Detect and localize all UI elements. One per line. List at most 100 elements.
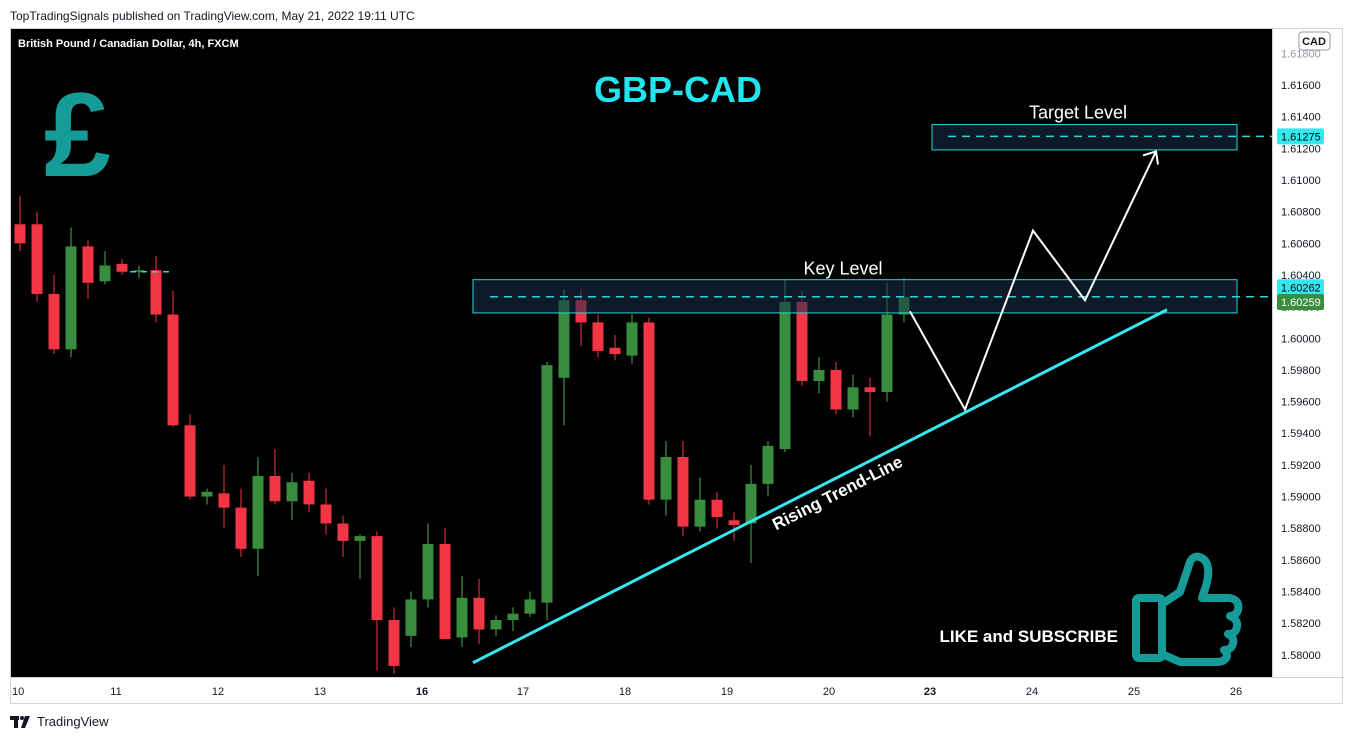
price-tick-label: 1.59200 — [1281, 460, 1321, 472]
candle[interactable] — [303, 472, 315, 513]
candle[interactable] — [82, 240, 94, 299]
price-tick-label: 1.59400 — [1281, 428, 1321, 440]
candle[interactable] — [65, 227, 77, 358]
candle-body — [524, 599, 536, 614]
candle[interactable] — [235, 488, 247, 557]
price-tick-label: 1.59800 — [1281, 365, 1321, 377]
candle[interactable] — [592, 314, 604, 358]
candle-body — [371, 536, 383, 621]
symbol-title: British Pound / Canadian Dollar, 4h, FXC… — [18, 38, 239, 50]
candle[interactable] — [320, 488, 332, 535]
candle[interactable] — [48, 274, 60, 355]
cta-text: LIKE and SUBSCRIBE — [939, 627, 1118, 646]
candle-body — [439, 544, 451, 640]
candle[interactable] — [677, 441, 689, 537]
candle-body — [677, 456, 689, 527]
candle-body — [507, 613, 519, 621]
price-tick-label: 1.59000 — [1281, 492, 1321, 504]
candle[interactable] — [286, 472, 298, 521]
target-level-label: Target Level — [1029, 103, 1127, 123]
price-tick-label: 1.60800 — [1281, 207, 1321, 219]
candle[interactable] — [218, 464, 230, 529]
candle-body — [286, 482, 298, 502]
candle-body — [881, 314, 893, 393]
candle[interactable] — [388, 607, 400, 674]
time-tick-label: 26 — [1230, 686, 1242, 698]
thumbs-up-icon — [1132, 552, 1243, 666]
price-tick-label: 1.59600 — [1281, 397, 1321, 409]
candle[interactable] — [422, 523, 434, 608]
footer[interactable]: TradingView — [10, 714, 109, 729]
candle[interactable] — [456, 575, 468, 647]
candle[interactable] — [609, 335, 621, 361]
candle[interactable] — [252, 456, 264, 576]
time-tick-label: 16 — [416, 686, 428, 698]
price-tick-label: 1.60400 — [1281, 270, 1321, 282]
candle[interactable] — [150, 255, 162, 323]
candle-body — [252, 475, 264, 549]
trend-line-label: Rising Trend-Line — [769, 452, 906, 534]
projection-arrowhead — [1142, 150, 1159, 165]
svg-text:£: £ — [44, 68, 111, 202]
current-price-tag-bg — [1277, 294, 1324, 311]
candle-body — [694, 499, 706, 527]
candle[interactable] — [31, 211, 43, 302]
candle[interactable] — [507, 607, 519, 632]
time-tick-label: 18 — [619, 686, 631, 698]
candle[interactable] — [371, 531, 383, 671]
price-tick-label: 1.58400 — [1281, 587, 1321, 599]
candle-body — [31, 224, 43, 294]
candle[interactable] — [354, 534, 366, 579]
candle[interactable] — [660, 441, 672, 516]
price-axis-ticks: 1.61600 1.61400 1.61200 1.61000 1.60800 1.606… — [1277, 48, 1324, 662]
price-axis[interactable]: 1.61600 1.61400 1.61200 1.61000 1.60800 1.606… — [1272, 28, 1345, 677]
price-tick-label: 1.58200 — [1281, 618, 1321, 630]
candle[interactable] — [99, 251, 111, 285]
candle[interactable] — [643, 317, 655, 505]
time-tick-label: 19 — [721, 686, 733, 698]
candle-body — [541, 365, 553, 603]
candle[interactable] — [745, 464, 757, 564]
candle[interactable] — [541, 361, 553, 621]
candlestick-chart[interactable]: Key Level Target Level Rising Trend-Line B… — [10, 28, 1272, 677]
candle[interactable] — [269, 449, 281, 505]
candle-body — [762, 445, 774, 484]
candle-body — [354, 536, 366, 541]
candle[interactable] — [728, 512, 740, 541]
candle[interactable] — [711, 491, 723, 529]
time-axis-ticks: 10 11 12 13 16 17 18 19 20 23 24 25 26 — [12, 686, 1242, 698]
candle[interactable] — [337, 515, 349, 557]
candle[interactable] — [847, 374, 859, 418]
candle-body — [779, 301, 791, 450]
rising-trend-line[interactable] — [472, 308, 1168, 665]
candle-body — [133, 270, 145, 272]
candle-body — [592, 322, 604, 351]
candle[interactable] — [14, 195, 26, 252]
candle-body — [116, 263, 128, 272]
candle[interactable] — [116, 259, 128, 275]
candle-body — [82, 246, 94, 283]
candles-layer — [14, 195, 910, 674]
candle-body — [184, 425, 196, 497]
candle[interactable] — [490, 615, 502, 636]
currency-badge[interactable]: CAD — [1302, 36, 1326, 48]
candle[interactable] — [626, 314, 638, 364]
candle[interactable] — [864, 377, 876, 437]
candle[interactable] — [524, 591, 536, 617]
candle[interactable] — [694, 477, 706, 532]
price-tick-label: 1.58800 — [1281, 523, 1321, 535]
candle[interactable] — [762, 441, 774, 497]
candle[interactable] — [813, 357, 825, 394]
candle[interactable] — [830, 361, 842, 415]
time-axis[interactable]: 10 11 12 13 16 17 18 19 20 23 24 25 26 — [10, 677, 1344, 705]
publish-header: TopTradingSignals published on TradingVi… — [10, 9, 415, 23]
candle[interactable] — [473, 578, 485, 644]
candle-body — [235, 507, 247, 549]
candle[interactable] — [439, 528, 451, 640]
candle[interactable] — [184, 414, 196, 500]
candle[interactable] — [167, 290, 179, 427]
candle[interactable] — [133, 265, 145, 279]
candle[interactable] — [405, 591, 417, 647]
chart-area[interactable]: Key Level Target Level Rising Trend-Line B… — [10, 28, 1272, 677]
candle[interactable] — [201, 488, 213, 505]
